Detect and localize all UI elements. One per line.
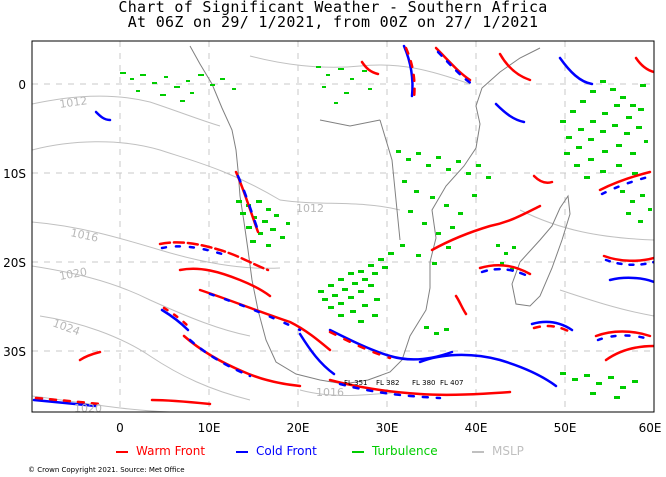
y-tick-label: 0	[18, 78, 26, 92]
y-tick-label: 20S	[3, 256, 26, 270]
mslp-label: 1016	[316, 386, 344, 399]
turbulence-swatch	[352, 450, 364, 453]
x-tick-label: 0	[116, 421, 124, 435]
flight-level-label: FL 407	[440, 379, 464, 387]
title-line-1: Chart of Significant Weather - Southern …	[118, 0, 548, 16]
x-tick-label: 30E	[376, 421, 399, 435]
mslp-label: 1012	[296, 202, 324, 215]
legend-label: MSLP	[492, 444, 524, 458]
x-tick-label: 60E	[639, 421, 662, 435]
cold-front-swatch	[236, 450, 248, 453]
y-tick-label: 30S	[3, 345, 26, 359]
mslp-label: 1012	[59, 94, 89, 111]
x-axis-ticks: 0 10E 20E 30E 40E 50E 60E	[116, 421, 661, 435]
legend-warm-front: Warm Front	[116, 444, 205, 458]
mslp-label: 1016	[69, 226, 99, 245]
flight-level-label: FL 382	[376, 379, 400, 387]
title-line-2: At 06Z on 29/ 1/2021, from 00Z on 27/ 1/…	[127, 13, 539, 31]
mslp-isobars	[32, 55, 654, 412]
y-tick-label: 10S	[3, 167, 26, 181]
legend-label: Cold Front	[256, 444, 317, 458]
chart-title: Chart of Significant Weather - Southern …	[0, 0, 666, 30]
mslp-swatch	[472, 450, 484, 453]
legend-cold-front: Cold Front	[236, 444, 317, 458]
mslp-label: 1020	[58, 265, 88, 283]
coastline	[189, 45, 571, 385]
map-legend: Warm Front Cold Front Turbulence MSLP	[0, 444, 666, 462]
plot-frame	[31, 40, 655, 413]
mslp-label: 1024	[51, 317, 82, 339]
legend-label: Warm Front	[136, 444, 206, 458]
flight-level-label: FL 351	[344, 379, 368, 387]
y-axis-ticks: 0 10S 20S 30S	[3, 78, 26, 359]
x-tick-label: 50E	[554, 421, 577, 435]
mslp-label: 1020	[74, 402, 102, 415]
x-tick-label: 20E	[287, 421, 310, 435]
flight-level-label: FL 380	[412, 379, 436, 387]
warm-front-swatch	[116, 450, 128, 453]
map-grid	[32, 41, 654, 412]
legend-label: Turbulence	[372, 444, 438, 458]
x-tick-label: 40E	[465, 421, 488, 435]
legend-turbulence: Turbulence	[352, 444, 438, 458]
x-tick-label: 10E	[198, 421, 221, 435]
copyright-notice: © Crown Copyright 2021. Source: Met Offi…	[28, 466, 185, 474]
fronts	[32, 44, 654, 408]
legend-mslp: MSLP	[472, 444, 524, 458]
